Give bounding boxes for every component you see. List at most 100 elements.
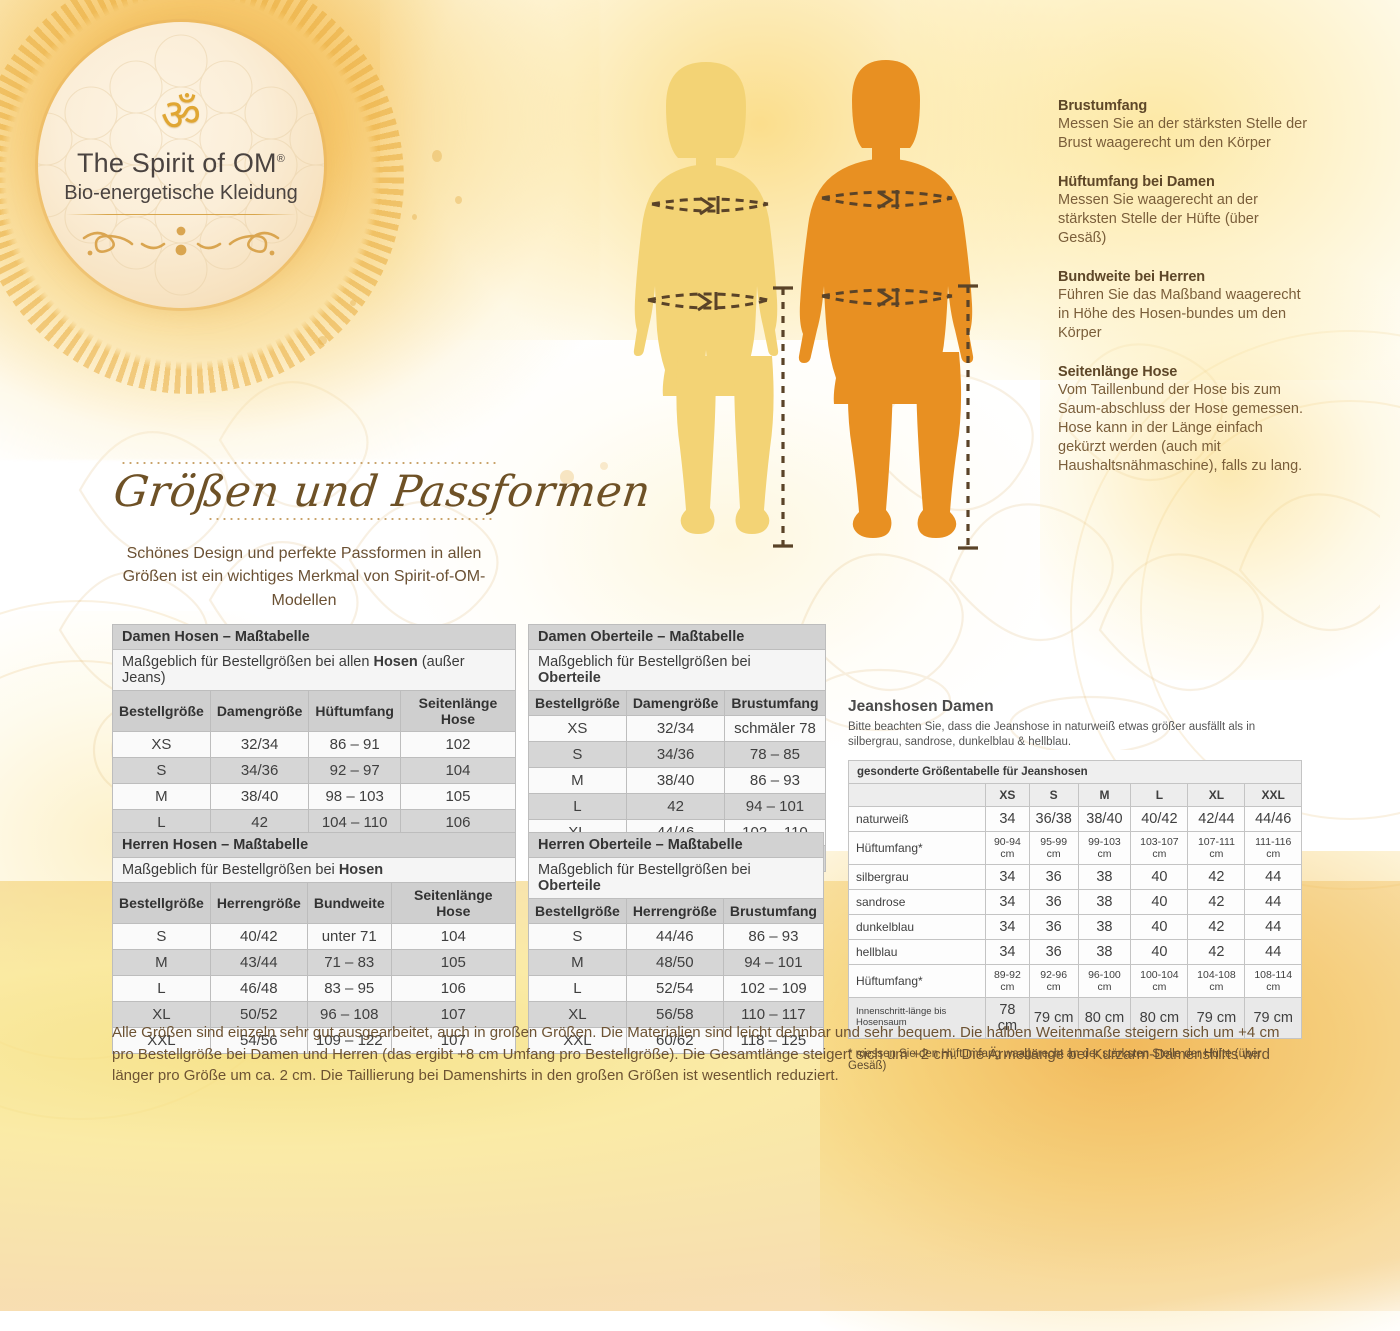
brand-divider [66,214,296,215]
table-cell: 89-92 cm [984,963,1030,998]
table-cell: 42 [1187,913,1246,940]
column-header: Seitenlänge Hose [390,882,517,924]
table-cell: 92-96 cm [1028,963,1079,998]
table-title-row: Damen Hosen – Maßtabelle [112,624,516,650]
table-row: M 38/40 86 – 93 [528,767,826,794]
table-cell: 109 – 122 [306,1027,392,1054]
row-label: dunkelblau [848,913,986,940]
table-row: L 42 104 – 110 106 [112,809,517,836]
table-cell: 48/50 [625,949,724,976]
table-cell: 86 – 91 [308,731,401,758]
female-hip-arrow-icon [697,292,718,312]
table-subtitle: Maßgeblich für Bestellgrößen bei Obertei… [528,857,824,899]
column-header: Brustumfang [722,898,824,924]
table-row: dunkelblau 34 36 38 40 42 44 [848,913,1302,940]
jeans-table-title-row: gesonderte Größentabelle für Jeanshosen [848,759,1302,784]
table-row: XS 32/34 86 – 91 102 [112,731,517,758]
column-header: Brustumfang [724,690,826,716]
table-cell: 40 [1130,888,1189,915]
table-cell: 52/54 [625,975,724,1002]
column-header: XL [1187,782,1246,807]
table-cell: 40/42 [209,923,308,950]
table-cell: 92 – 97 [308,757,401,784]
column-header: Seitenlänge Hose [399,690,517,732]
table-cell: S [112,923,211,950]
table-cell: 94 – 101 [724,793,826,820]
table-cell: L [112,809,211,836]
brand-tagline: Bio-energetische Kleidung [64,182,298,204]
table-cell: 96 – 108 [306,1001,392,1028]
row-label: sandrose [848,888,986,915]
female-silhouette [633,62,779,534]
column-header: Herrengröße [209,882,308,924]
table-cell: 60/62 [625,1027,724,1054]
table-damen-hosen: Damen Hosen – Maßtabelle Maßgeblich für B… [112,624,517,888]
male-silhouette [798,60,974,538]
table-row: Hüftumfang* 90-94 cm 95-99 cm 99-103 cm 103-… [848,830,1302,865]
instruction-title: Brustumfang [1058,98,1148,114]
table-row: XL 50/52 96 – 108 107 [112,1001,517,1028]
table-cell: 42 [209,809,310,836]
brand-name-text: The Spirit of OM [76,148,277,178]
table-cell: schmäler 78 [724,715,826,742]
table-cell: 104-108 cm [1187,963,1246,998]
table-row: S 40/42 unter 71 104 [112,923,517,950]
table-cell: 36 [1028,863,1079,890]
table-cell: L [528,793,627,820]
table-cell: 38 [1077,888,1132,915]
instruction-bundweite-herren: Bundweite bei Herren Führen Sie das Maßb… [1058,269,1308,343]
column-header: Bestellgröße [112,690,211,732]
table-cell: XXL [528,1027,627,1054]
table-cell: 36/38 [1028,805,1079,832]
row-label: hellblau [848,938,986,965]
table-subtitle-row: Maßgeblich für Bestellgrößen bei allen H… [112,649,516,691]
brand-name: The Spirit of OM® [38,148,324,179]
table-row: L 46/48 83 – 95 106 [112,975,517,1002]
female-hip-measure-band [647,292,769,310]
table-body: gesonderte Größentabelle für Jeanshosen X… [848,759,1302,1039]
table-cell: 44/46 [1244,805,1302,832]
row-label: silbergrau [848,863,986,890]
table-cell: 107-111 cm [1187,830,1246,865]
instruction-body: Messen Sie an der stärksten Stelle der B… [1058,116,1308,151]
table-subtitle: Maßgeblich für Bestellgrößen bei allen H… [112,649,516,691]
table-cell: 40 [1130,938,1189,965]
table-cell: 38/40 [625,767,726,794]
table-jeans-sizes: gesonderte Größentabelle für Jeanshosen X… [848,759,1302,1039]
table-row: XXL 60/62 118 – 125 [528,1027,824,1054]
instruction-title: Seitenlänge Hose [1058,363,1178,380]
page-title: Größen und Passformen [110,467,654,517]
table-header-row: Bestellgröße Damengröße Hüftumfang Seitenlä… [112,690,517,732]
jeans-table-title: gesonderte Größentabelle für Jeanshosen [848,759,1302,784]
male-chest-measure-band [821,190,953,208]
table-cell: 54/56 [209,1027,308,1054]
table-cell: L [112,975,211,1002]
table-cell: 42 [1187,888,1246,915]
table-subtitle: Maßgeblich für Bestellgrößen bei Obertei… [528,649,826,691]
table-row: XL 56/58 110 – 117 [528,1001,824,1028]
table-cell: 106 [399,809,517,836]
table-cell: 42 [1187,938,1246,965]
table-cell: 90-94 cm [984,830,1030,865]
table-subtitle-row: Maßgeblich für Bestellgrößen bei Obertei… [528,649,826,691]
figures-svg [633,60,978,550]
table-cell: 50/52 [209,1001,308,1028]
table-row: L 52/54 102 – 109 [528,975,824,1002]
jeans-section: Jeanshosen Damen Bitte beachten Sie, das… [848,698,1302,1072]
table-herren-oberteile: Herren Oberteile – Maßtabelle Maßgeblich … [528,832,824,1054]
table-cell: 98 – 103 [308,783,401,810]
table-cell: 94 – 101 [722,949,824,976]
table-cell: S [528,741,627,768]
row-label: Hüftumfang* [848,830,986,865]
table-cell: 38/40 [209,783,310,810]
male-side-length-measure-line [958,284,978,550]
logo-disc: ॐ The Spirit of OM® Bio-energetische Kle… [38,22,324,308]
table-cell: 36 [1028,913,1079,940]
table-row: Innenschritt-länge bis Hosensaum 78 cm 79 … [848,996,1302,1039]
table-row: XXL 54/56 109 – 122 107 [112,1027,517,1054]
female-chest-arrow-icon [699,196,720,216]
table-row: M 38/40 98 – 103 105 [112,783,517,810]
table-cell: 32/34 [625,715,726,742]
table-cell: 38/40 [1077,805,1132,832]
column-header: M [1077,782,1132,807]
